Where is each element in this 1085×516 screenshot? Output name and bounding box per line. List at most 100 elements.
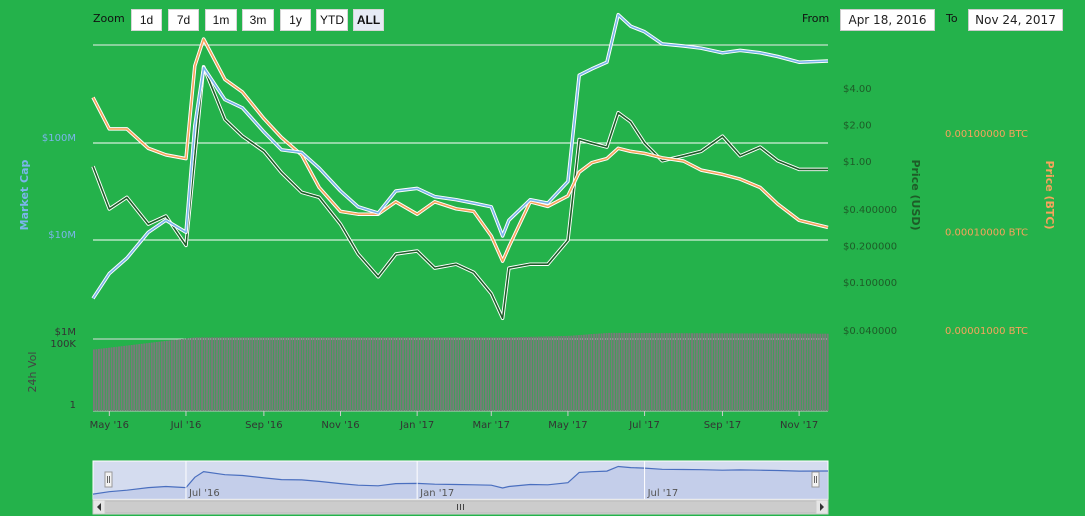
volume-bar xyxy=(625,333,628,411)
volume-bar xyxy=(301,337,304,411)
zoom-1y-button[interactable]: 1y xyxy=(280,9,311,31)
volume-bar xyxy=(620,332,623,411)
volume-bar xyxy=(133,344,136,411)
zoom-label: Zoom xyxy=(93,12,125,25)
volume-bar xyxy=(728,333,731,411)
volume-bar xyxy=(211,337,213,411)
volume-bar xyxy=(95,349,98,411)
series-line-market-cap xyxy=(92,13,829,299)
volume-bar xyxy=(560,336,563,411)
volume-bar xyxy=(522,337,525,411)
volume-bar xyxy=(542,336,545,411)
volume-bar xyxy=(746,333,749,411)
zoom-all-button[interactable]: ALL xyxy=(353,9,384,31)
volume-bar xyxy=(203,337,206,411)
volume-bar xyxy=(409,337,412,411)
volume-bar xyxy=(545,336,548,411)
volume-bar xyxy=(256,337,259,411)
handle-body xyxy=(811,471,820,488)
zoom-3m-button[interactable]: 3m xyxy=(242,9,274,31)
volume-bar xyxy=(397,337,399,411)
zoom-7d-button[interactable]: 7d xyxy=(168,9,199,31)
volume-bar xyxy=(567,335,570,411)
volume-bar xyxy=(155,342,158,411)
navigator-left-handle[interactable] xyxy=(104,471,113,488)
zoom-1m-button[interactable]: 1m xyxy=(205,9,237,31)
volume-bar xyxy=(801,333,804,411)
volume-bar xyxy=(510,337,512,411)
volume-bar xyxy=(231,337,234,411)
volume-bar xyxy=(696,333,698,411)
volume-bar xyxy=(809,333,812,411)
volume-bar xyxy=(429,337,432,411)
volume-bar xyxy=(635,333,638,411)
volume-bar xyxy=(110,347,113,411)
volume-tick-label: 1 xyxy=(70,400,76,411)
volume-bar xyxy=(603,333,605,411)
volume-bar xyxy=(804,333,806,411)
volume-bar xyxy=(334,337,337,411)
from-date-input[interactable]: Apr 18, 2016 xyxy=(840,9,935,31)
volume-bar xyxy=(653,333,656,411)
volume-bar xyxy=(731,333,734,411)
volume-bar xyxy=(213,337,216,411)
volume-bar xyxy=(474,337,477,411)
volume-bar xyxy=(517,337,520,411)
volume-bar xyxy=(387,337,389,411)
volume-bar xyxy=(688,333,691,411)
volume-bar xyxy=(580,334,583,411)
volume-bar xyxy=(228,337,231,411)
volume-bar xyxy=(389,337,392,411)
volume-bar xyxy=(128,345,131,411)
volume-bar xyxy=(371,337,374,411)
volume-bar xyxy=(449,337,452,411)
volume-bar xyxy=(547,336,550,411)
volume-bar xyxy=(779,333,781,411)
volume-bar xyxy=(143,343,146,411)
volume-bar xyxy=(140,343,143,411)
volume-bar xyxy=(711,333,714,411)
volume-bar xyxy=(108,347,110,411)
volume-bar xyxy=(344,337,347,411)
volume-bar xyxy=(562,336,565,411)
volume-bar xyxy=(640,333,643,411)
volume-bar xyxy=(701,333,703,411)
volume-bar xyxy=(578,335,580,411)
navigator-right-handle[interactable] xyxy=(811,471,820,488)
zoom-ytd-button[interactable]: YTD xyxy=(316,9,348,31)
volume-bar xyxy=(668,333,671,411)
volume-bar xyxy=(366,337,369,411)
volume-bar xyxy=(497,337,500,411)
volume-bar xyxy=(643,333,646,411)
volume-bar xyxy=(248,337,251,411)
volume-bar xyxy=(191,337,193,411)
volume-bar xyxy=(618,332,621,411)
to-date-input[interactable]: Nov 24, 2017 xyxy=(968,9,1063,31)
volume-bar xyxy=(238,337,241,411)
volume-bar xyxy=(806,333,809,411)
volume-bar xyxy=(452,337,455,411)
marketcap-tick-label: $10M xyxy=(48,230,76,241)
volume-bar xyxy=(439,337,442,411)
volume-bar xyxy=(758,333,761,411)
volume-bar xyxy=(281,337,284,411)
volume-bar xyxy=(216,337,218,411)
zoom-1d-button[interactable]: 1d xyxy=(131,9,162,31)
volume-bar xyxy=(655,333,658,411)
volume-bar xyxy=(768,333,771,411)
usd-axis-title: Price (USD) xyxy=(909,159,922,230)
volume-bar xyxy=(500,337,502,411)
volume-bar xyxy=(527,336,530,411)
volume-bar xyxy=(676,333,678,411)
volume-bar xyxy=(206,337,208,411)
navigator-scrollbar[interactable] xyxy=(92,499,829,515)
volume-bar xyxy=(673,333,676,411)
volume-bar xyxy=(706,333,708,411)
volume-bar xyxy=(681,333,683,411)
volume-bar xyxy=(346,337,349,411)
volume-bar xyxy=(150,342,153,411)
volume-bar xyxy=(193,337,196,411)
volume-bar xyxy=(532,336,535,411)
volume-bar xyxy=(374,337,377,411)
volume-bar xyxy=(736,333,739,411)
